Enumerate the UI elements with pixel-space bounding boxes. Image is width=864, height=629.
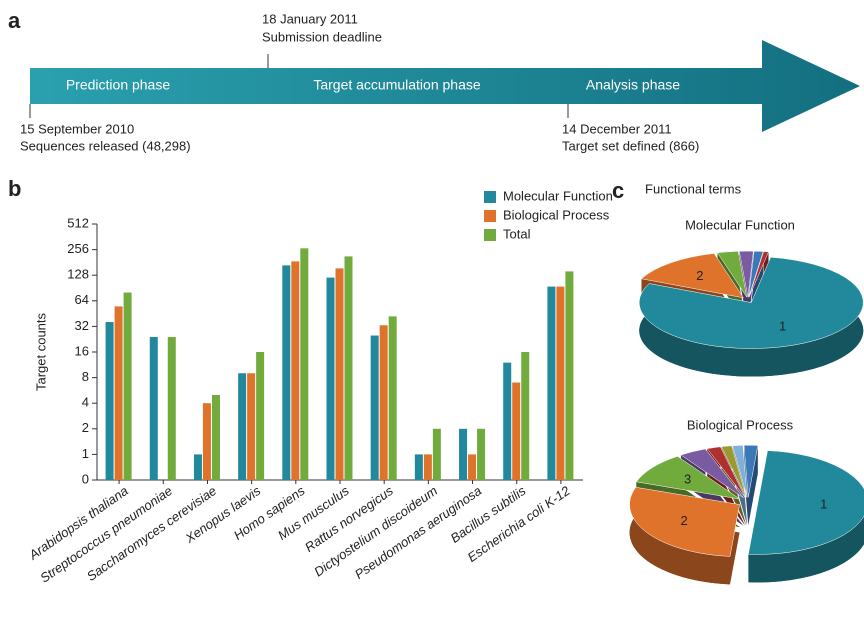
bar — [335, 268, 344, 480]
y-tick-label: 256 — [67, 241, 89, 256]
panel-label: a — [8, 8, 21, 33]
y-tick-label: 64 — [75, 292, 89, 307]
event-text: Submission deadline — [262, 29, 382, 44]
pie-slice — [721, 445, 747, 498]
pie-slice — [732, 445, 748, 498]
phase-label: Analysis phase — [586, 77, 680, 93]
bar — [238, 373, 247, 480]
legend-label: Total — [503, 226, 531, 241]
bar — [477, 428, 486, 480]
pie-slice — [639, 256, 864, 349]
bar — [565, 271, 574, 480]
legend-swatch — [484, 210, 496, 222]
slice-label: 1 — [820, 497, 827, 512]
pie-slice — [743, 445, 759, 498]
legend-label: Biological Process — [503, 207, 610, 222]
y-tick-label: 1 — [82, 446, 89, 461]
slice-label: 2 — [680, 513, 687, 528]
pie-slice — [717, 251, 748, 298]
bar — [512, 382, 521, 480]
legend-swatch — [484, 229, 496, 241]
bar — [256, 352, 265, 480]
bar — [167, 337, 176, 480]
phase-label: Target accumulation phase — [313, 77, 481, 93]
x-tick-label: Xenopus laevis — [182, 483, 264, 547]
bar — [547, 286, 556, 480]
bar — [123, 292, 132, 480]
timeline-arrow — [30, 40, 860, 132]
y-tick-label: 4 — [82, 395, 89, 410]
legend-swatch — [484, 191, 496, 203]
pie-slice — [748, 450, 864, 555]
pie-title: Molecular Function — [685, 217, 795, 232]
pie-slice — [748, 250, 764, 298]
bar — [556, 286, 565, 480]
slice-label: 2 — [696, 268, 703, 283]
pie-group-title: Functional terms — [645, 181, 742, 196]
y-axis-label: Target counts — [33, 312, 48, 391]
y-tick-label: 128 — [67, 267, 89, 282]
bar — [370, 335, 379, 480]
bar — [211, 394, 220, 480]
y-tick-label: 0 — [82, 471, 89, 486]
slice-label: 1 — [779, 318, 786, 333]
bar — [202, 403, 211, 480]
y-tick-label: 16 — [75, 343, 89, 358]
y-tick-label: 512 — [67, 215, 89, 230]
phase-label: Prediction phase — [66, 77, 171, 93]
panel-label: c — [612, 178, 624, 203]
y-tick-label: 2 — [82, 420, 89, 435]
event-date: 18 January 2011 — [262, 11, 358, 26]
bar — [291, 261, 300, 480]
event-date: 15 September 2010 — [20, 121, 134, 136]
bar — [149, 337, 158, 480]
event-date: 14 December 2011 — [562, 121, 672, 136]
pie-slice — [635, 456, 741, 500]
bar — [300, 248, 309, 480]
bar — [114, 306, 123, 480]
event-text: Sequences released (48,298) — [20, 138, 191, 153]
pie-slice — [748, 251, 769, 298]
slice-label: 3 — [684, 472, 691, 487]
bar — [379, 325, 388, 480]
bar — [282, 265, 291, 480]
pie-title: Biological Process — [687, 417, 794, 432]
bar — [468, 454, 477, 480]
y-tick-label: 8 — [82, 369, 89, 384]
pie-slice — [629, 487, 740, 557]
bar — [193, 454, 202, 480]
bar — [388, 316, 397, 480]
bar — [423, 454, 432, 480]
pie-side — [629, 487, 731, 585]
pie-slice — [739, 250, 754, 298]
pie-slice — [680, 448, 744, 499]
bar — [432, 428, 441, 480]
panel-label: b — [8, 176, 21, 201]
bar — [344, 256, 353, 480]
bar — [503, 362, 512, 480]
event-text: Target set defined (866) — [562, 138, 699, 153]
pie-slice — [640, 253, 744, 299]
legend-label: Molecular Function — [503, 188, 613, 203]
bar — [414, 454, 423, 480]
bar — [521, 352, 530, 480]
bar — [326, 277, 335, 480]
bar — [247, 373, 256, 480]
bar — [105, 322, 114, 480]
bar — [459, 428, 468, 480]
pie-slice — [706, 446, 746, 498]
y-tick-label: 32 — [75, 318, 89, 333]
